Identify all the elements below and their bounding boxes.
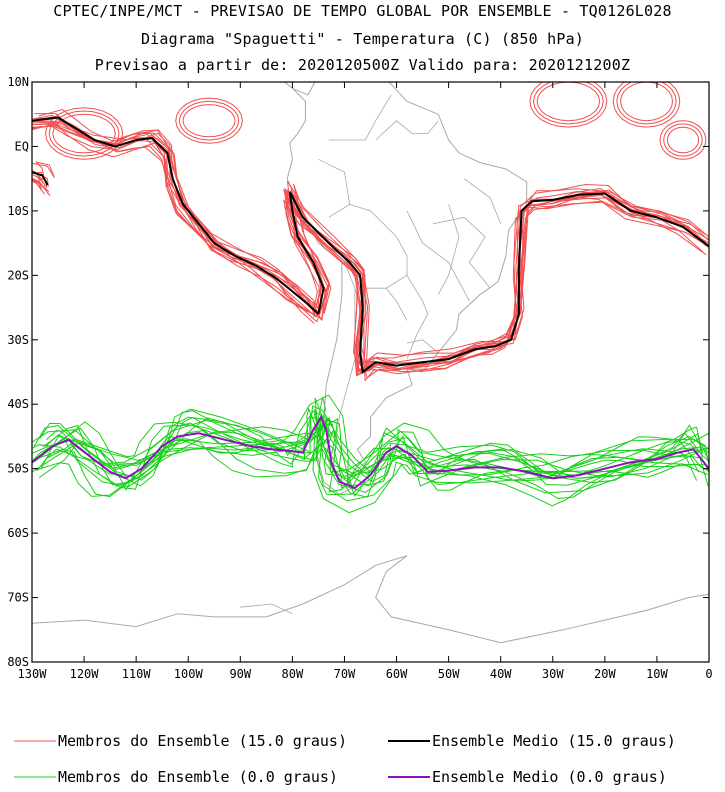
axis-ticks: 130W 120W 110W 100W 90W 80W 70W 60W 50W 40W 30W 20W…: [7, 75, 712, 681]
member-line-15: [32, 125, 317, 318]
x-tick-label: 60W: [386, 667, 408, 681]
member-blob-15: [619, 82, 674, 122]
country-border: [349, 204, 408, 276]
country-border: [463, 178, 502, 224]
x-tick-label: 40W: [490, 667, 512, 681]
central-america-outline: [283, 82, 293, 89]
chart-subtitle: Diagrama "Spaguetti" - Temperatura (C) (…: [140, 30, 585, 48]
member-blob-15: [536, 82, 601, 122]
island-outline: [240, 603, 293, 615]
member-line-15: [32, 121, 322, 314]
country-border: [385, 287, 408, 321]
y-tick-label: 80S: [7, 655, 29, 669]
mean-line-15: [32, 116, 320, 315]
chart-dates: Previsao a partir de: 2020120500Z Valido…: [94, 56, 631, 74]
country-border: [328, 94, 392, 141]
x-tick-label: 0: [705, 667, 712, 681]
member-line-15: [32, 180, 46, 195]
x-tick-label: 80W: [282, 667, 304, 681]
y-tick-label: 40S: [7, 397, 29, 411]
member-blob-15: [659, 120, 707, 160]
member-line-15: [292, 183, 709, 373]
x-tick-label: 10W: [646, 667, 668, 681]
y-tick-label: 10N: [7, 75, 29, 89]
y-tick-label: 70S: [7, 591, 29, 605]
antarctica-outline: [32, 555, 709, 644]
member-line-15: [32, 123, 315, 324]
member-blob-15: [182, 104, 236, 138]
country-border: [360, 274, 429, 360]
member-line-15: [293, 191, 705, 371]
member-blob-15: [48, 110, 120, 157]
x-tick-label: 110W: [122, 667, 152, 681]
member-blob-15: [663, 123, 703, 157]
member-line-0: [40, 413, 700, 487]
legend-label: Ensemble Medio (0.0 graus): [432, 768, 667, 786]
member-blob-15: [178, 100, 240, 141]
mean-line-15: [288, 191, 709, 374]
member-line-0: [32, 423, 709, 493]
member-line-15: [36, 121, 316, 316]
ensemble-members-15: [32, 82, 709, 382]
plot-frame: [31, 81, 710, 663]
x-tick-label: 100W: [174, 667, 204, 681]
y-tick-label: 30S: [7, 333, 29, 347]
legend: Membros do Ensemble (15.0 graus) Ensemble…: [14, 732, 676, 786]
x-tick-label: 130W: [18, 667, 48, 681]
country-border: [432, 216, 491, 289]
x-tick-label: 120W: [70, 667, 100, 681]
ensemble-means: [32, 116, 709, 490]
legend-label: Ensemble Medio (15.0 graus): [432, 732, 676, 750]
member-line-0: [33, 416, 700, 487]
y-tick-label: EQ: [15, 139, 29, 153]
x-tick-label: 20W: [594, 667, 616, 681]
legend-label: Membros do Ensemble (0.0 graus): [58, 768, 338, 786]
legend-label: Membros do Ensemble (15.0 graus): [58, 732, 347, 750]
member-line-0: [39, 405, 702, 481]
ensemble-members-0: [32, 394, 709, 514]
x-tick-label: 50W: [438, 667, 460, 681]
member-line-0: [34, 417, 709, 475]
member-blob-15: [532, 82, 604, 125]
y-tick-label: 10S: [7, 204, 29, 218]
member-line-0: [34, 418, 709, 502]
member-line-15: [287, 180, 709, 367]
member-line-15: [284, 187, 709, 376]
member-line-15: [33, 117, 319, 314]
member-blob-15: [666, 126, 700, 154]
mean-line-0: [32, 414, 709, 490]
member-line-15: [32, 120, 314, 315]
member-line-15: [35, 161, 55, 178]
y-tick-label: 20S: [7, 268, 29, 282]
land-outlines: [32, 82, 709, 644]
member-line-15: [32, 162, 55, 179]
y-tick-label: 50S: [7, 462, 29, 476]
member-blob-15: [529, 82, 608, 128]
y-tick-label: 60S: [7, 526, 29, 540]
member-blob-15: [612, 82, 681, 128]
x-tick-label: 90W: [229, 667, 251, 681]
member-line-15: [293, 189, 704, 379]
member-line-15: [283, 193, 709, 377]
x-tick-label: 70W: [334, 667, 356, 681]
country-border: [375, 120, 439, 141]
country-border: [318, 158, 351, 218]
member-blob-15: [175, 97, 243, 144]
country-border: [406, 339, 439, 354]
chart-title: CPTEC/INPE/MCT - PREVISAO DE TEMPO GLOBA…: [53, 2, 672, 20]
member-blob-15: [44, 107, 124, 160]
mean-line-15: [32, 171, 49, 186]
x-tick-label: 30W: [542, 667, 564, 681]
country-border: [406, 210, 470, 302]
member-line-15: [284, 188, 709, 377]
member-blob-15: [52, 113, 116, 154]
member-blob-15: [616, 82, 677, 125]
country-border: [437, 204, 460, 295]
member-line-15: [32, 123, 320, 315]
country-border: [333, 288, 356, 456]
